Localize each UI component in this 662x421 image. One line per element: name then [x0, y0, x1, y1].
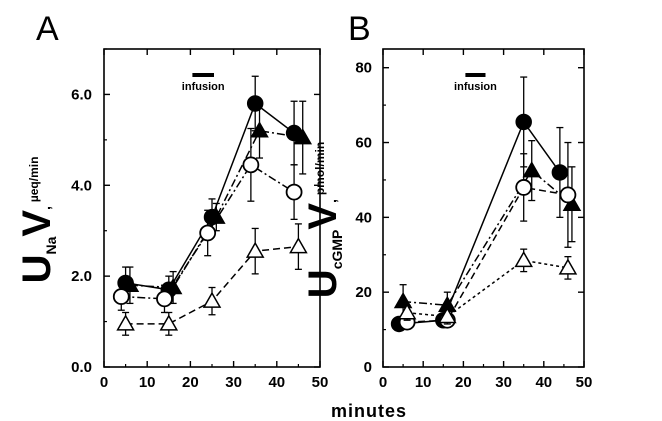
data-point	[116, 314, 135, 331]
y-tick-label: 2.0	[71, 268, 92, 285]
data-point	[514, 250, 533, 268]
y-label-post: V	[301, 203, 345, 230]
y-tick-label: 0	[364, 359, 372, 376]
panel-a: A 0 10 20 30 40 50 0.0 2.0 4.0 6.0 infusion UNaV, µe…	[15, 10, 328, 391]
y-tick-label: 20	[355, 284, 372, 301]
data-point	[515, 113, 532, 131]
y-tick-label: 60	[355, 135, 372, 152]
series-open-circle	[398, 141, 577, 331]
y-axis-label: UNaV, µeq/min	[15, 157, 59, 284]
data-point	[159, 314, 179, 331]
x-tick-label: 0	[379, 374, 387, 391]
x-tick-label: 10	[139, 374, 156, 391]
x-tick-label: 50	[576, 374, 593, 391]
data-point	[551, 164, 569, 181]
series-line	[407, 259, 569, 318]
series-filled-triangle	[393, 140, 582, 320]
infusion-bar	[465, 73, 486, 77]
data-point	[522, 161, 542, 178]
series-open-triangle	[116, 223, 308, 336]
x-tick-label: 50	[312, 374, 329, 391]
y-tick-label: 80	[355, 60, 372, 77]
data-point	[397, 303, 417, 320]
data-point	[515, 179, 533, 196]
y-label-unit: µeq/min	[27, 157, 41, 203]
y-tick-label: 40	[355, 209, 372, 226]
data-point	[202, 291, 222, 308]
x-tick-label: 40	[268, 374, 285, 391]
panel-label: B	[348, 10, 371, 48]
data-point	[163, 277, 183, 295]
y-label-subscript: Na	[43, 236, 59, 254]
infusion-label: infusion	[454, 81, 497, 93]
series-line	[403, 169, 573, 307]
x-tick-label: 30	[225, 374, 242, 391]
data-point	[558, 258, 578, 275]
y-label-main: U	[301, 269, 345, 298]
x-tick-label: 30	[495, 374, 512, 391]
y-tick-label: 0.0	[71, 359, 92, 376]
data-point	[199, 224, 217, 242]
x-tick-label: 20	[182, 374, 199, 391]
x-axis-label: minutes	[331, 401, 407, 421]
y-axis-label: UcGMPV, pmol/min	[301, 142, 345, 298]
y-label-subscript: cGMP	[329, 230, 345, 270]
data-point	[289, 237, 308, 254]
infusion-bar	[192, 73, 214, 77]
data-point	[293, 128, 313, 145]
series-line	[125, 102, 295, 291]
panel-b: B 0 10 20 30 40 50 0 20 40 60 80 infusion UcGMPV, pmo…	[301, 10, 592, 391]
panel-label: A	[36, 10, 59, 48]
data-point	[559, 186, 577, 204]
data-point	[120, 275, 140, 292]
data-point	[156, 290, 173, 308]
y-label-separator: ,	[37, 202, 53, 210]
infusion-label: infusion	[182, 81, 225, 93]
series-open-circle	[112, 127, 303, 314]
data-point	[438, 306, 457, 324]
data-point	[242, 156, 260, 174]
y-label-post: V	[15, 210, 59, 237]
data-point	[207, 207, 226, 224]
series-filled-circle	[117, 75, 303, 305]
series-line	[407, 186, 569, 323]
data-point	[285, 183, 303, 201]
y-tick-label: 4.0	[71, 177, 92, 194]
y-label-main: U	[15, 255, 59, 284]
x-tick-label: 10	[415, 374, 432, 391]
data-point	[112, 288, 130, 305]
x-tick-label: 20	[455, 374, 472, 391]
series-line	[121, 163, 295, 300]
y-label-separator: ,	[323, 195, 339, 203]
series-filled-triangle	[120, 100, 313, 305]
series-open-triangle	[397, 248, 578, 325]
data-point	[250, 121, 269, 138]
y-tick-label: 6.0	[71, 86, 92, 103]
y-label-unit: pmol/min	[313, 142, 327, 195]
x-tick-label: 40	[535, 374, 552, 391]
series-line	[129, 129, 303, 289]
data-point	[245, 241, 265, 258]
x-tick-label: 0	[100, 374, 108, 391]
